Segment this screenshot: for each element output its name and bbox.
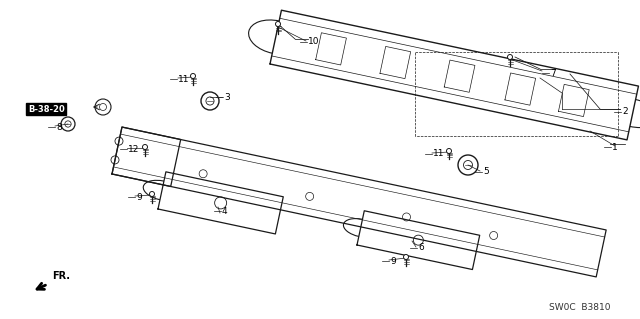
Text: 10: 10 xyxy=(308,38,319,47)
Text: 8: 8 xyxy=(56,122,61,131)
Text: B-38-20: B-38-20 xyxy=(28,105,65,114)
Text: 6: 6 xyxy=(418,243,424,253)
Text: 5: 5 xyxy=(483,167,489,176)
Text: 12: 12 xyxy=(128,145,140,153)
Circle shape xyxy=(191,73,195,78)
Text: 7: 7 xyxy=(550,69,556,78)
Text: SW0C  B3810: SW0C B3810 xyxy=(549,302,611,311)
Circle shape xyxy=(275,21,280,26)
Circle shape xyxy=(403,255,408,259)
Text: 9: 9 xyxy=(390,256,396,265)
Circle shape xyxy=(508,55,513,60)
Text: FR.: FR. xyxy=(52,271,70,281)
Text: 2: 2 xyxy=(622,108,628,116)
Circle shape xyxy=(143,145,147,150)
Text: 4: 4 xyxy=(222,206,228,216)
Text: 9: 9 xyxy=(136,192,141,202)
Circle shape xyxy=(447,149,451,153)
Text: 1: 1 xyxy=(612,143,618,152)
Text: B-38-20: B-38-20 xyxy=(28,105,65,114)
Text: 3: 3 xyxy=(224,93,230,101)
Text: 11: 11 xyxy=(433,150,445,159)
Circle shape xyxy=(150,191,154,197)
Text: 11: 11 xyxy=(178,75,189,84)
